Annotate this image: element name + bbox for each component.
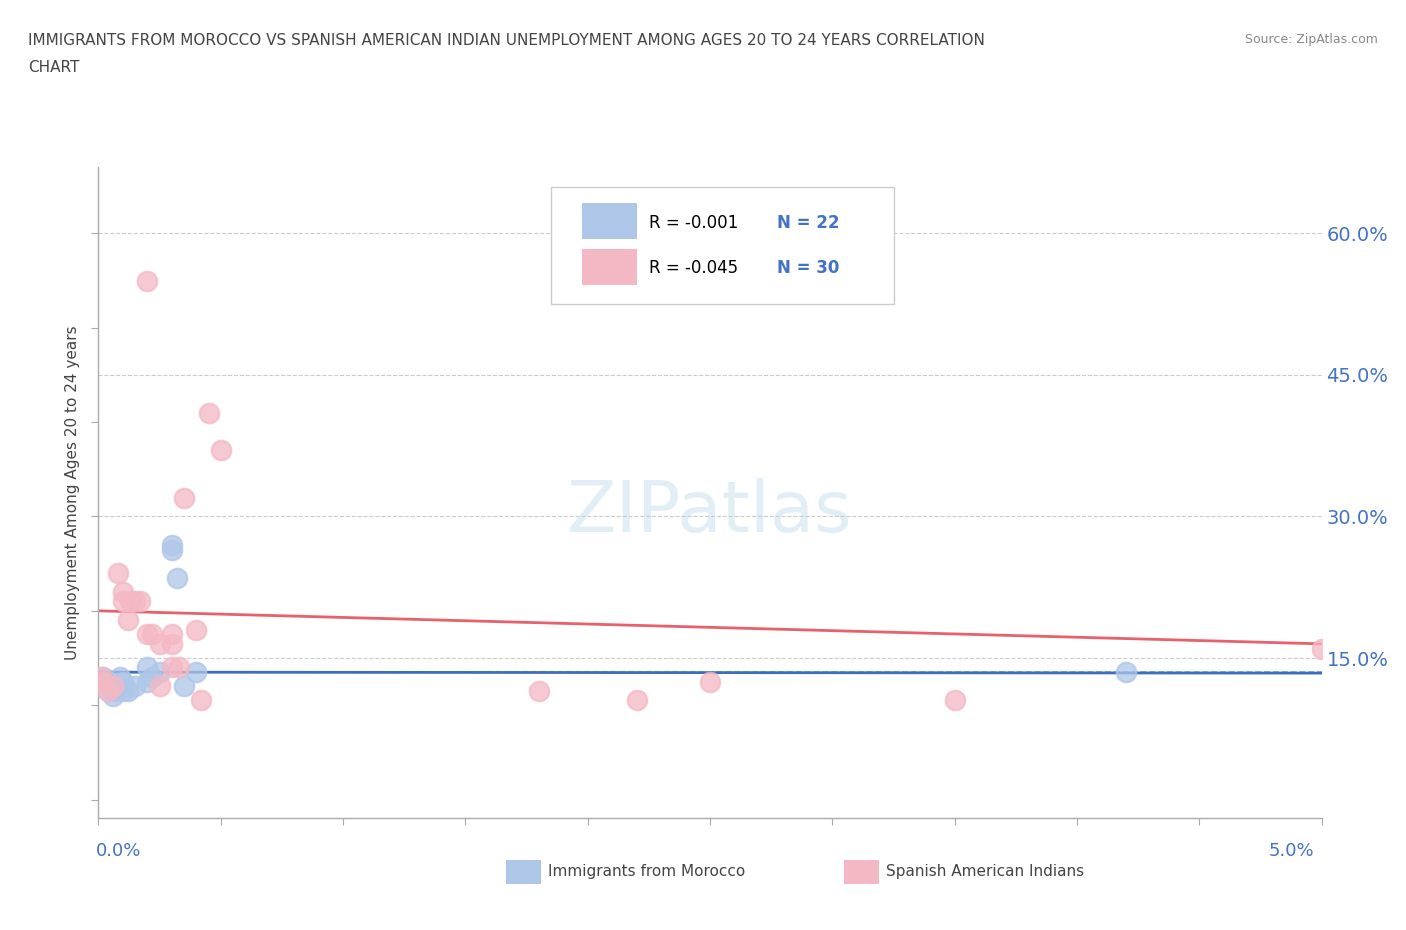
Point (136, 627, 159, 642)
Point (160, 627, 183, 642)
Text: N = 22: N = 22 (778, 214, 839, 232)
Point (91, 670, 114, 684)
Point (101, 679, 124, 694)
Text: N = 30: N = 30 (778, 259, 839, 277)
Point (111, 594, 134, 609)
Point (111, 585, 134, 600)
Point (209, 443, 232, 458)
Text: ZIPatlas: ZIPatlas (567, 478, 853, 547)
Point (110, 670, 132, 684)
Point (166, 570, 188, 585)
Point (117, 613, 139, 628)
Text: Immigrants from Morocco: Immigrants from Morocco (548, 864, 745, 879)
Text: Source: ZipAtlas.com: Source: ZipAtlas.com (1244, 33, 1378, 46)
Text: 5.0%: 5.0% (1270, 842, 1315, 859)
Point (136, 273, 159, 288)
Text: R = -0.045: R = -0.045 (650, 259, 738, 277)
Point (107, 565, 129, 580)
Point (699, 674, 721, 689)
Point (1310, 641, 1333, 656)
Point (97, 684, 120, 698)
Point (197, 405, 219, 420)
Point (104, 684, 127, 698)
FancyBboxPatch shape (582, 204, 637, 239)
FancyBboxPatch shape (582, 249, 637, 285)
Text: Spanish American Indians: Spanish American Indians (886, 864, 1084, 879)
Point (141, 670, 163, 684)
Point (136, 674, 159, 689)
Point (124, 594, 146, 609)
Point (167, 660, 190, 675)
Point (626, 693, 648, 708)
Point (160, 538, 183, 552)
Point (111, 684, 134, 698)
Point (1115, 665, 1137, 680)
Point (124, 679, 146, 694)
Point (141, 627, 163, 642)
Point (111, 674, 134, 689)
Point (101, 688, 124, 703)
Point (120, 594, 142, 609)
Point (160, 636, 183, 651)
Point (90, 670, 112, 684)
Point (190, 693, 212, 708)
Point (94, 674, 117, 689)
Point (149, 679, 172, 694)
Point (91, 674, 114, 689)
Point (173, 490, 195, 505)
Point (160, 660, 183, 675)
Point (100, 679, 122, 694)
Point (149, 665, 172, 680)
Point (136, 660, 159, 675)
Point (97, 684, 120, 698)
Point (149, 636, 172, 651)
Text: IMMIGRANTS FROM MOROCCO VS SPANISH AMERICAN INDIAN UNEMPLOYMENT AMONG AGES 20 TO: IMMIGRANTS FROM MOROCCO VS SPANISH AMERI… (28, 33, 986, 47)
FancyBboxPatch shape (551, 187, 894, 304)
Point (173, 679, 195, 694)
Point (160, 542, 183, 557)
Text: 0.0%: 0.0% (96, 842, 141, 859)
Point (117, 684, 139, 698)
Text: CHART: CHART (28, 60, 80, 75)
Text: R = -0.001: R = -0.001 (650, 214, 738, 232)
Point (943, 693, 966, 708)
Point (186, 665, 208, 680)
Y-axis label: Unemployment Among Ages 20 to 24 years: Unemployment Among Ages 20 to 24 years (65, 326, 80, 660)
Point (527, 684, 550, 698)
Point (129, 594, 152, 609)
Point (186, 622, 208, 637)
